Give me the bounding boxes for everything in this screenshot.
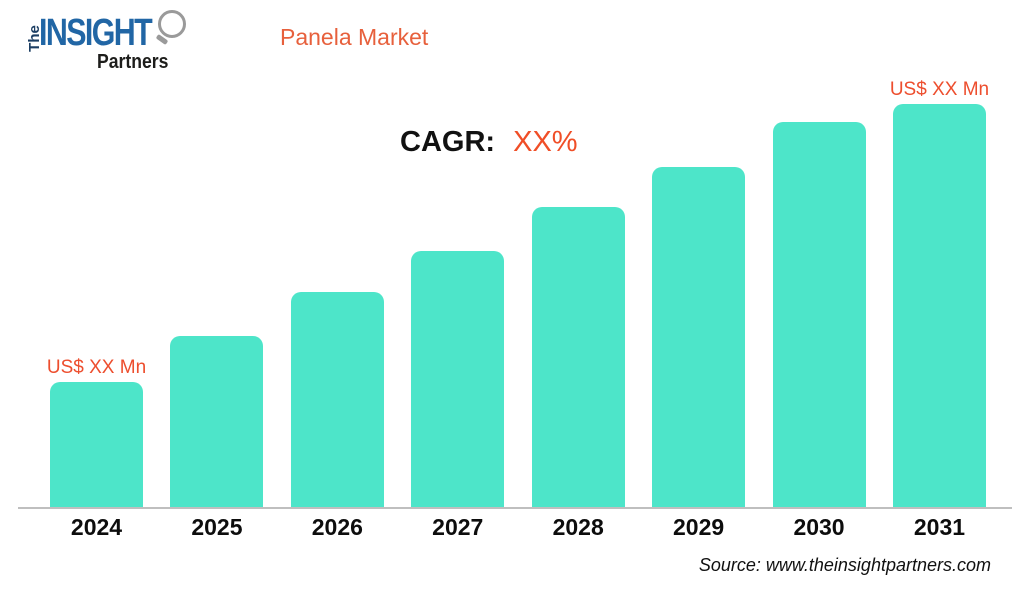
bar-2028 <box>531 206 625 507</box>
x-axis-label-2027: 2027 <box>432 514 484 540</box>
bar-column-2024: US$ XX Mn <box>46 80 147 507</box>
bar-column-2025 <box>170 80 264 507</box>
bar-value-label-2024: US$ XX Mn <box>46 356 147 378</box>
bar-2026 <box>290 291 384 507</box>
bar-2025 <box>170 335 264 507</box>
bar-2030 <box>772 121 866 507</box>
x-axis-label-2024: 2024 <box>70 514 123 540</box>
bar-column-2029 <box>652 80 746 507</box>
bar-2031 <box>892 104 986 507</box>
insight-partners-logo: The INSIGHT Partners <box>25 6 200 72</box>
logo-insight-text: INSIGHT <box>39 12 153 54</box>
cagr-label: CAGR: <box>400 126 496 158</box>
source-attribution: Source: www.theinsightpartners.com <box>698 555 991 575</box>
x-axis-labels: 2024 2025 2026 2027 2028 2029 2030 2031 <box>50 514 986 541</box>
bar-column-2031: US$ XX Mn <box>889 79 990 507</box>
cagr-callout: CAGR: XX% <box>400 126 578 159</box>
x-axis-label-2031: 2031 <box>913 514 966 540</box>
x-axis-label-2025: 2025 <box>191 514 243 540</box>
bar-column-2027 <box>411 80 505 507</box>
magnifier-icon <box>158 10 186 38</box>
bar-2024 <box>50 381 143 507</box>
bar-column-2028 <box>531 80 625 507</box>
bar-column-2026 <box>290 80 384 507</box>
logo-partners-text: Partners <box>97 51 169 73</box>
x-axis-label-2030: 2030 <box>793 514 845 540</box>
bar-chart-plot-area: US$ XX Mn US$ XX Mn <box>46 79 990 507</box>
bar-value-label-2031: US$ XX Mn <box>889 79 990 100</box>
page-title: Panela Market <box>280 24 429 50</box>
bar-2027 <box>411 250 505 507</box>
x-axis-label-2029: 2029 <box>673 514 725 540</box>
x-axis-line <box>18 507 1012 509</box>
x-axis-label-2028: 2028 <box>552 514 604 540</box>
bar-column-2030 <box>772 80 866 507</box>
cagr-value: XX% <box>513 126 578 158</box>
bar-2029 <box>652 167 746 507</box>
x-axis-label-2026: 2026 <box>311 514 363 540</box>
